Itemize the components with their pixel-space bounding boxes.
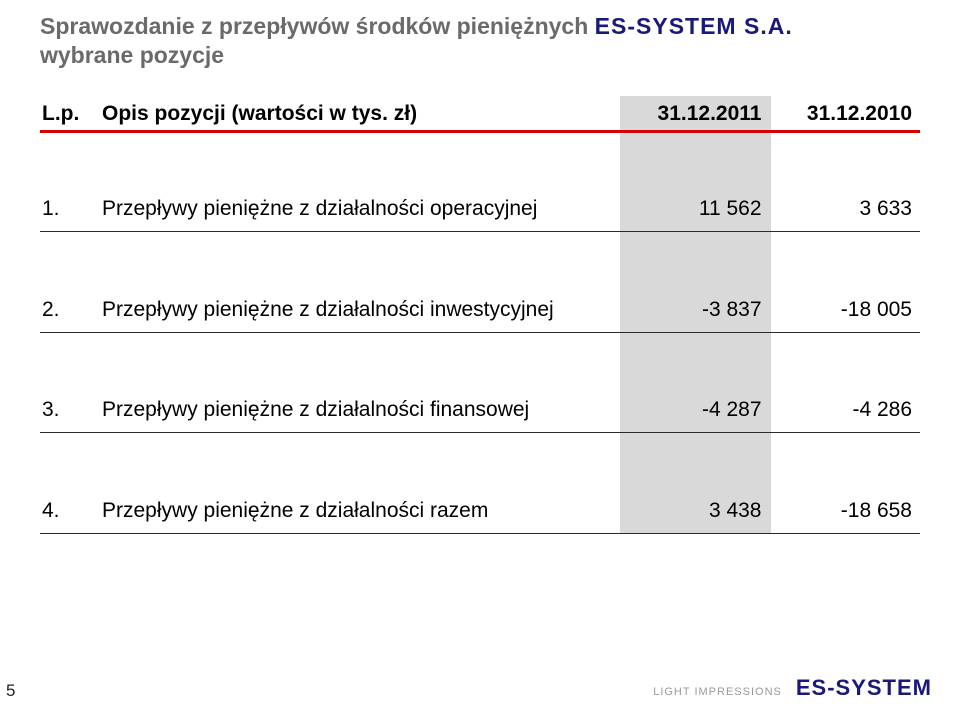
cell-v1: -4 287 xyxy=(620,386,770,433)
cell-v2: -18 658 xyxy=(770,487,920,534)
col-lp: L.p. xyxy=(40,96,100,132)
title-prefix: Sprawozdanie z przepływów środków pienię… xyxy=(40,13,595,39)
col-desc: Opis pozycji (wartości w tys. zł) xyxy=(100,96,620,132)
cell-v1: -3 837 xyxy=(620,286,770,333)
title-company: ES-SYSTEM S.A. xyxy=(595,13,793,39)
page-number: 5 xyxy=(6,681,15,701)
table-header-row: L.p. Opis pozycji (wartości w tys. zł) 3… xyxy=(40,96,920,132)
table-row: 3. Przepływy pieniężne z działalności fi… xyxy=(40,386,920,433)
col-period-2: 31.12.2010 xyxy=(770,96,920,132)
cell-v2: -18 005 xyxy=(770,286,920,333)
row-spacer xyxy=(40,232,920,286)
table-row: 2. Przepływy pieniężne z działalności in… xyxy=(40,286,920,333)
slide-footer: 5 LIGHT IMPRESSIONS ES-SYSTEM xyxy=(0,671,960,701)
cell-lp: 3. xyxy=(40,386,100,433)
footer-brand: LIGHT IMPRESSIONS ES-SYSTEM xyxy=(653,675,932,701)
cell-desc: Przepływy pieniężne z działalności razem xyxy=(100,487,620,534)
col-period-1: 31.12.2011 xyxy=(620,96,770,132)
cell-lp: 4. xyxy=(40,487,100,534)
cell-v1: 3 438 xyxy=(620,487,770,534)
cell-lp: 1. xyxy=(40,185,100,232)
cell-desc: Przepływy pieniężne z działalności inwes… xyxy=(100,286,620,333)
cell-v1: 11 562 xyxy=(620,185,770,232)
row-spacer xyxy=(40,433,920,487)
title-subline: wybrane pozycje xyxy=(40,42,224,68)
cell-v2: 3 633 xyxy=(770,185,920,232)
row-spacer xyxy=(40,332,920,386)
cell-v2: -4 286 xyxy=(770,386,920,433)
footer-tagline: LIGHT IMPRESSIONS xyxy=(653,686,782,698)
cell-desc: Przepływy pieniężne z działalności opera… xyxy=(100,185,620,232)
slide-title: Sprawozdanie z przepływów środków pienię… xyxy=(40,12,924,70)
slide-page: Sprawozdanie z przepływów środków pienię… xyxy=(0,0,960,719)
row-spacer xyxy=(40,131,920,185)
cashflow-table: L.p. Opis pozycji (wartości w tys. zł) 3… xyxy=(40,96,920,534)
table-row: 4. Przepływy pieniężne z działalności ra… xyxy=(40,487,920,534)
cell-desc: Przepływy pieniężne z działalności finan… xyxy=(100,386,620,433)
cell-lp: 2. xyxy=(40,286,100,333)
table-row: 1. Przepływy pieniężne z działalności op… xyxy=(40,185,920,232)
footer-logo: ES-SYSTEM xyxy=(796,675,932,701)
